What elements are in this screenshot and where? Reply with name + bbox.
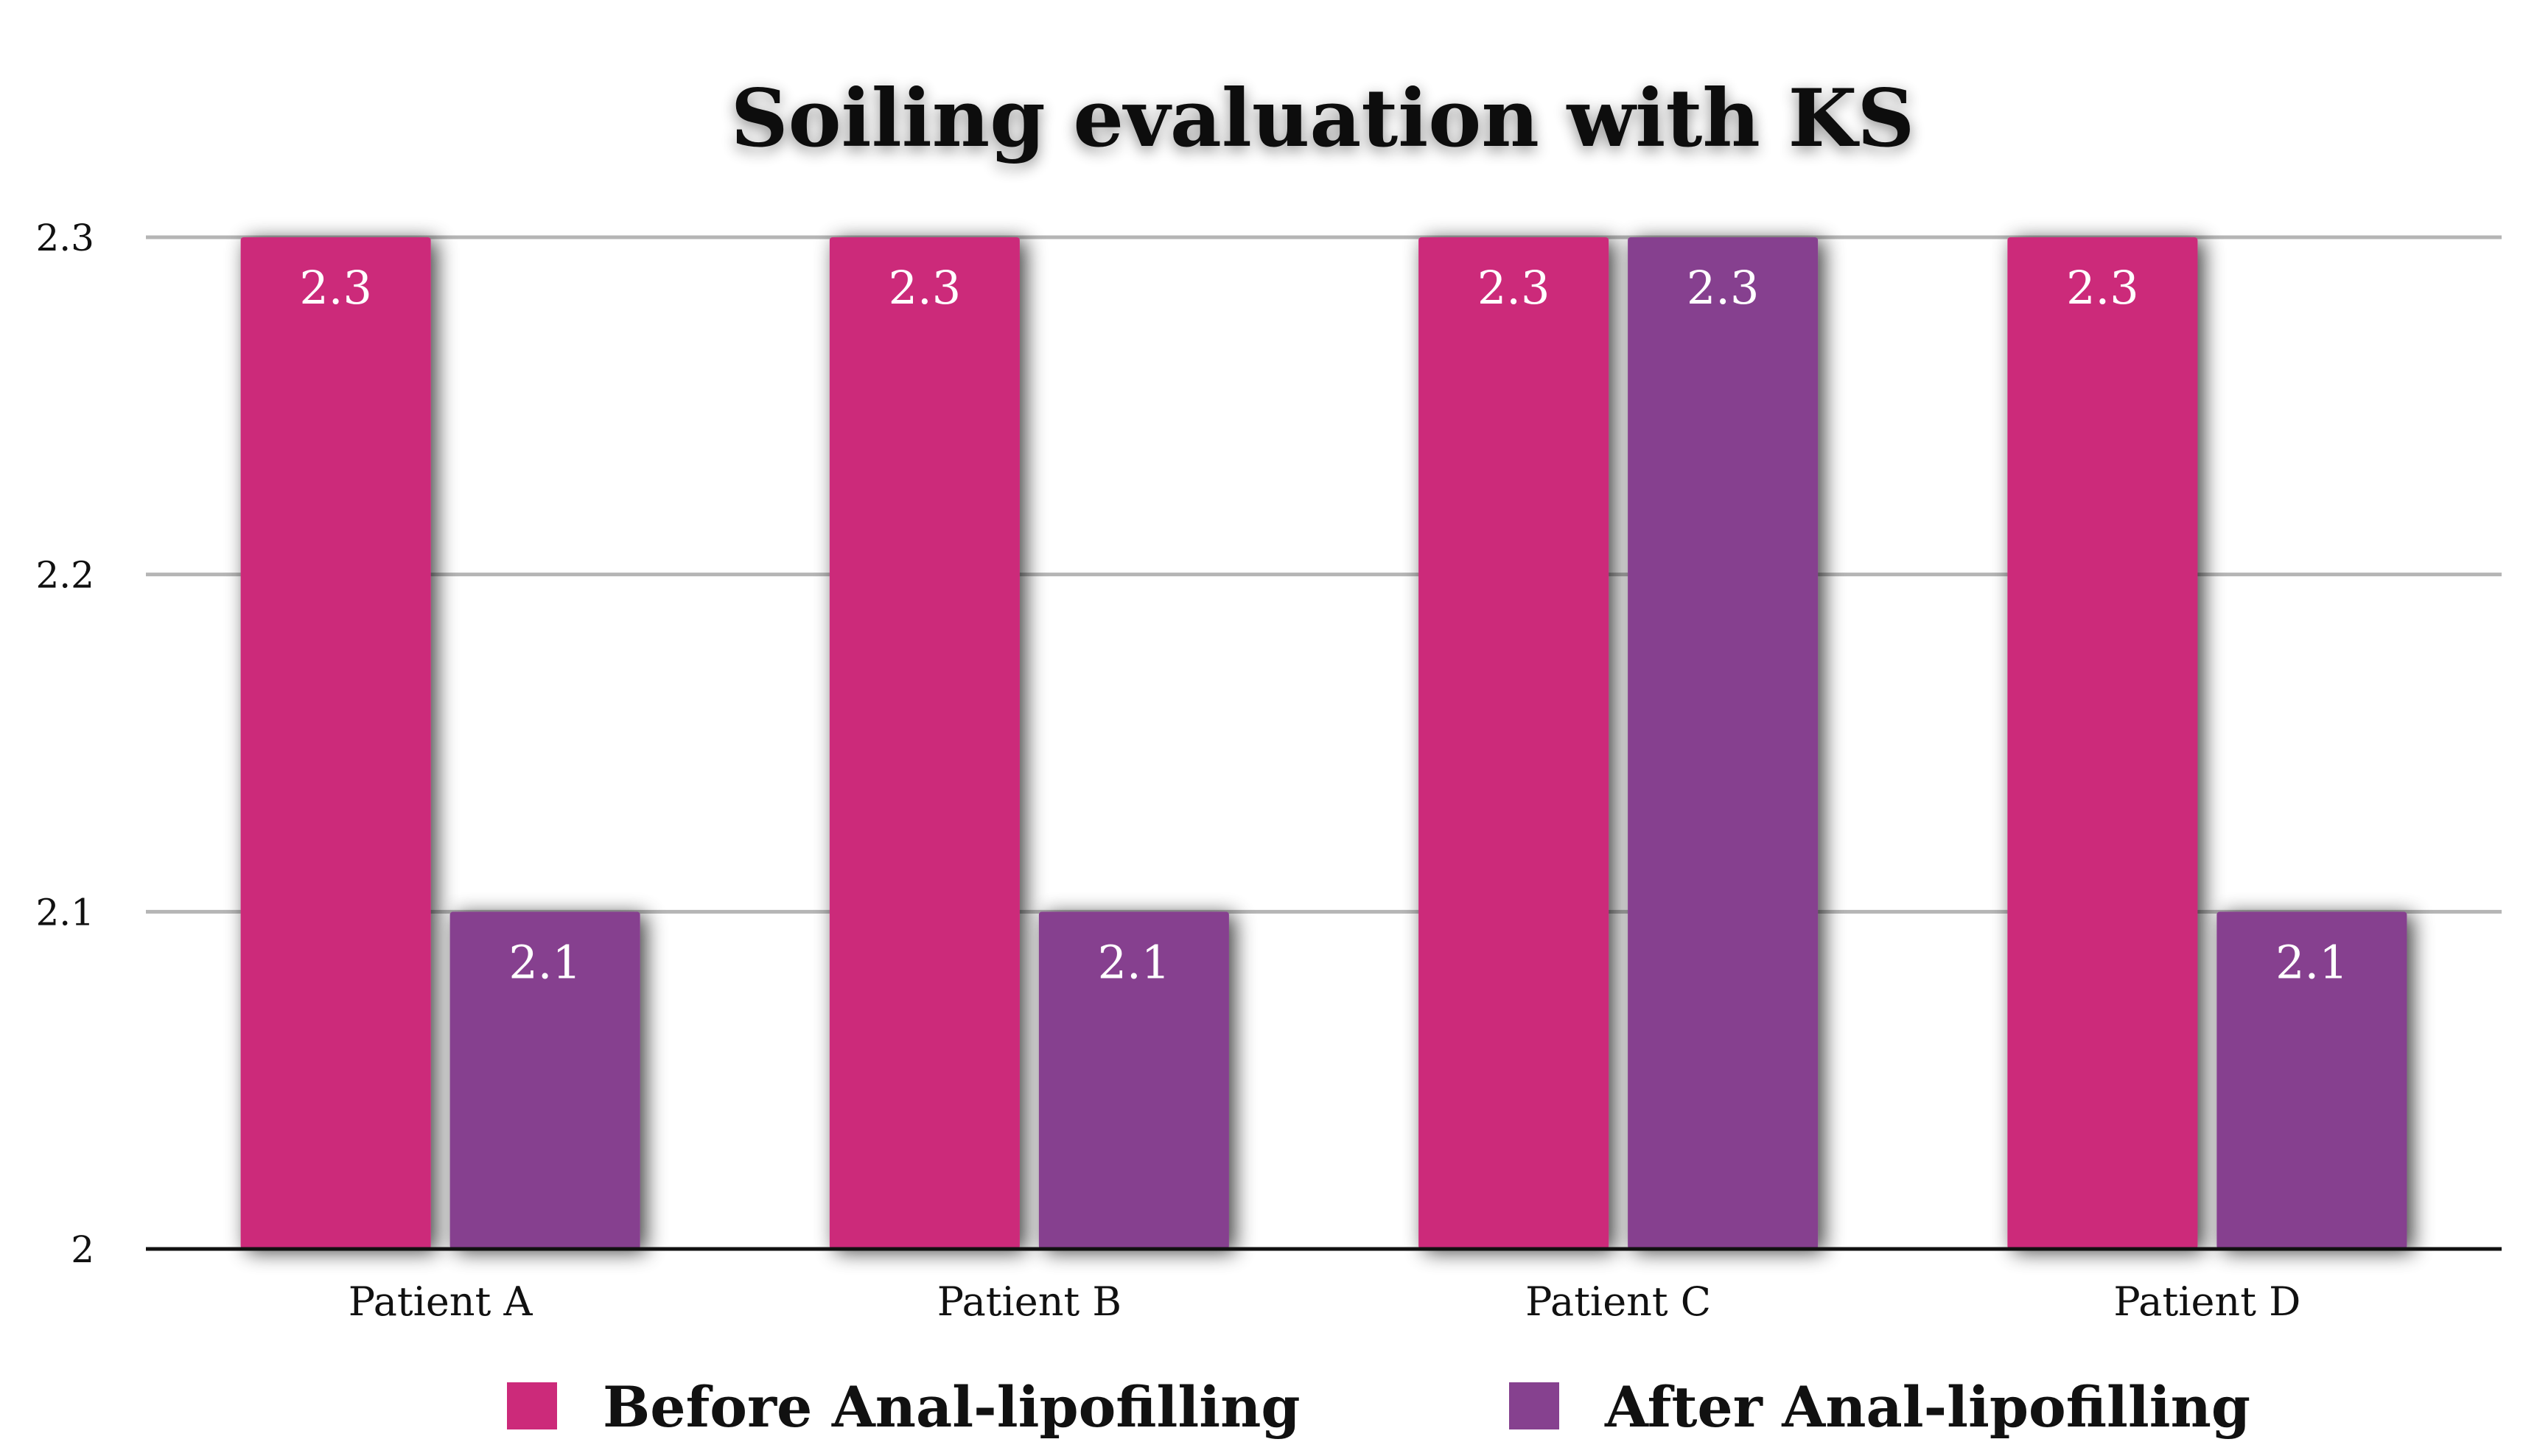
legend-label-after: After Anal-lipofilling bbox=[1604, 1374, 2250, 1440]
x-tick-label: Patient A bbox=[349, 1278, 533, 1325]
x-tick-label: Patient D bbox=[2113, 1278, 2300, 1325]
bar-after-patient-d bbox=[2216, 911, 2407, 1249]
y-tick-label: 2.3 bbox=[35, 217, 94, 259]
legend-swatch-after bbox=[1509, 1382, 1559, 1429]
bar-before-patient-c bbox=[1418, 237, 1609, 1249]
bars bbox=[240, 237, 2407, 1249]
x-tick-label: Patient C bbox=[1525, 1278, 1711, 1325]
bar-before-patient-b bbox=[829, 237, 1020, 1249]
bar-after-patient-a bbox=[449, 911, 640, 1249]
data-labels: 2.3 2.1 2.3 2.1 2.3 2.3 2.3 2.1 bbox=[299, 261, 2348, 989]
data-label: 2.1 bbox=[2275, 935, 2348, 989]
x-axis: Patient A Patient B Patient C Patient D bbox=[349, 1278, 2301, 1325]
chart-title: Soiling evaluation with KS bbox=[731, 72, 1915, 165]
bar-after-patient-c bbox=[1628, 237, 1819, 1249]
bar-before-patient-d bbox=[2007, 237, 2198, 1249]
x-tick-label: Patient B bbox=[937, 1278, 1121, 1325]
legend-label-before: Before Anal-lipofilling bbox=[603, 1374, 1301, 1440]
y-tick-label: 2 bbox=[71, 1228, 94, 1271]
y-axis: 2 2.1 2.2 2.3 bbox=[35, 217, 94, 1271]
data-label: 2.3 bbox=[299, 261, 372, 315]
y-tick-label: 2.2 bbox=[35, 554, 94, 597]
data-label: 2.3 bbox=[2066, 261, 2139, 315]
bar-before-patient-a bbox=[240, 237, 431, 1249]
data-label: 2.3 bbox=[1687, 261, 1760, 315]
data-label: 2.1 bbox=[508, 935, 581, 989]
data-label: 2.3 bbox=[889, 261, 962, 315]
y-tick-label: 2.1 bbox=[35, 891, 94, 934]
data-label: 2.1 bbox=[1098, 935, 1171, 989]
data-label: 2.3 bbox=[1477, 261, 1550, 315]
legend: Before Anal-lipofilling After Anal-lipofi… bbox=[507, 1374, 2250, 1440]
bar-after-patient-b bbox=[1038, 911, 1229, 1249]
legend-swatch-before bbox=[507, 1382, 557, 1429]
